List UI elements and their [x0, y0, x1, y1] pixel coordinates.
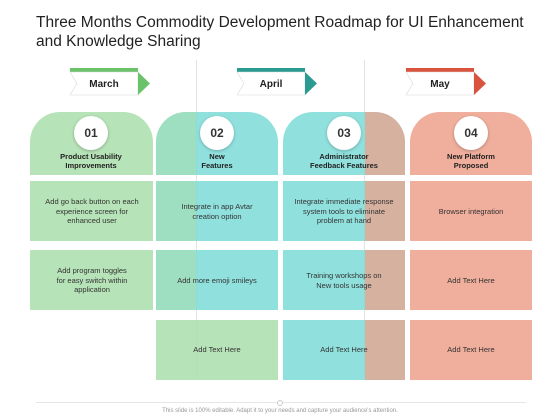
overlap-band: [365, 112, 405, 175]
column-header-label: New Platform Proposed: [447, 152, 495, 170]
column-header-label: New Features: [201, 152, 233, 170]
overlap-band: [156, 112, 196, 175]
grid-cell: [30, 250, 153, 310]
month-arrow-icon: [406, 68, 486, 96]
month-label: May: [430, 79, 450, 90]
column-header-label: Administrator Feedback Features: [310, 152, 378, 170]
cell-text: Add Text Here: [447, 345, 495, 354]
footer-handle: [277, 400, 283, 406]
grid-cell: [410, 250, 532, 310]
cell-text: Training workshops on New tools usage: [306, 271, 382, 290]
cell-text: Integrate immediate response system tool…: [294, 197, 394, 225]
cell-text: Integrate in app Avtar creation option: [181, 202, 253, 221]
cell-text: Add Text Here: [447, 276, 495, 285]
step-number-circle: 01: [74, 116, 108, 150]
overlap-band: [365, 250, 405, 310]
month-label: March: [89, 79, 119, 90]
month-banner-march: March: [70, 68, 152, 102]
grid-cell: [410, 181, 532, 241]
month-label: April: [259, 79, 283, 90]
step-number-circle: 02: [200, 116, 234, 150]
overlap-band: [156, 181, 196, 241]
overlap-band: [365, 181, 405, 241]
cell-text: Add Text Here: [320, 345, 368, 354]
grid-cell: [156, 320, 278, 380]
month-arrow-icon: [70, 68, 150, 96]
cell-text: Add more emoji smileys: [177, 276, 257, 285]
cell-text: Add Text Here: [193, 345, 241, 354]
column-header-label: Product Usability Improvements: [60, 152, 122, 170]
cell-text: Add go back button on each experience sc…: [45, 197, 139, 225]
cell-text: Browser integration: [438, 207, 504, 216]
grid-cell: [30, 181, 153, 241]
month-banner-may: May: [406, 68, 488, 102]
footer-note: This slide is 100% editable. Adapt it to…: [162, 408, 398, 414]
cell-text: Add program toggles for easy switch with…: [56, 266, 128, 294]
page-title: Three Months Commodity Development Roadm…: [36, 14, 524, 50]
step-number-circle: 04: [454, 116, 488, 150]
overlap-band: [156, 250, 196, 310]
month-banner-april: April: [237, 68, 319, 102]
overlap-band: [365, 320, 405, 380]
grid-cell: [410, 320, 532, 380]
month-arrow-icon: [237, 68, 317, 96]
step-number-circle: 03: [327, 116, 361, 150]
